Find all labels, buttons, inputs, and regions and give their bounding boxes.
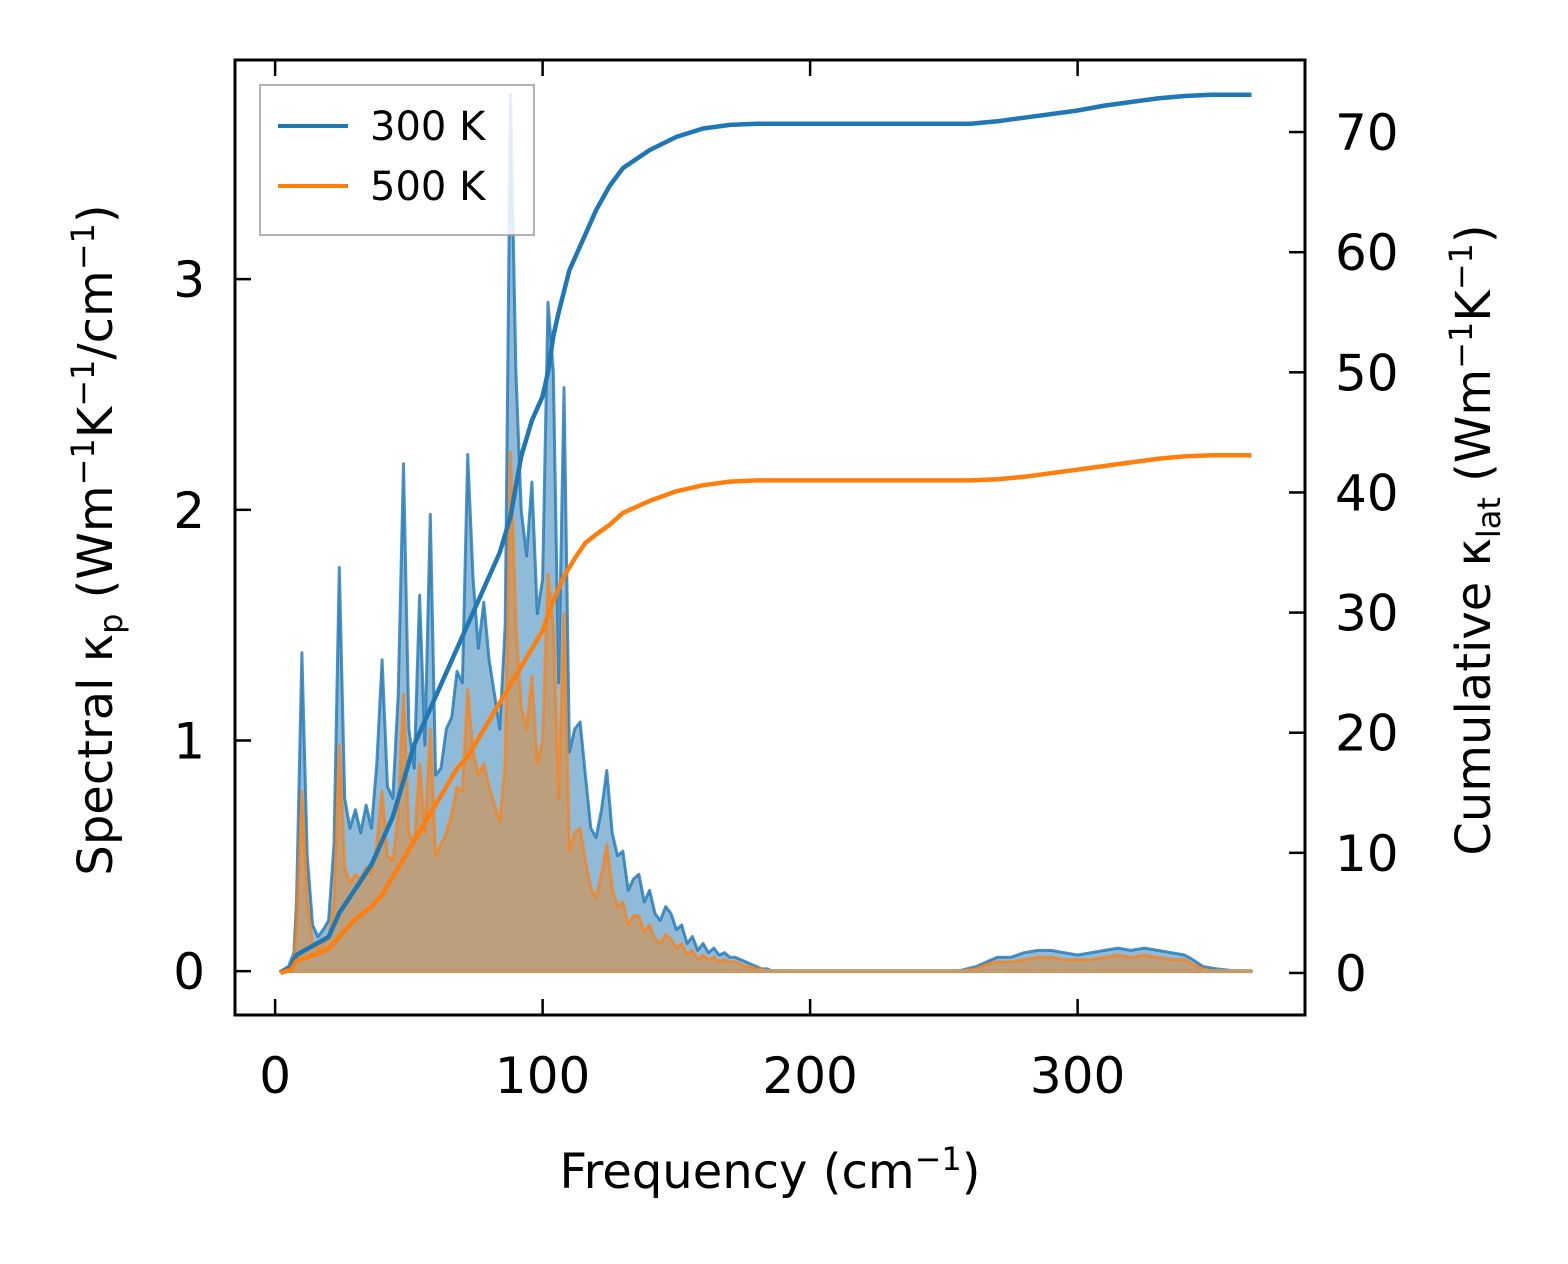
left-y-label-end: ) (68, 204, 124, 223)
x-tick-label: 100 (495, 1047, 590, 1105)
legend: 300 K 500 K (259, 84, 535, 236)
right-y-tick-label: 50 (1335, 344, 1399, 402)
right-y-axis-label: Cumulative κlat (Wm−1K−1) (1442, 224, 1508, 855)
right-y-tick-label: 20 (1335, 705, 1399, 763)
x-tick-label: 0 (259, 1047, 291, 1105)
legend-box (259, 84, 535, 236)
x-axis-label: Frequency (cm−1) (559, 1140, 980, 1200)
right-y-label-sup1: −1 (1442, 322, 1480, 369)
left-y-label-sup2: −1 (64, 360, 102, 407)
right-y-tick-label: 70 (1335, 104, 1399, 162)
left-y-label-sup1: −1 (64, 438, 102, 485)
right-y-label-mid2: K (1446, 289, 1502, 322)
legend-label-300k: 300 K (370, 104, 487, 150)
spectral-fill-layer (279, 93, 1253, 974)
left-y-tick-label: 0 (173, 943, 205, 1001)
right-y-tick-label: 0 (1335, 945, 1367, 1003)
cumulative-line-300k (279, 92, 1252, 975)
left-y-tick-label: 3 (173, 251, 205, 309)
x-axis-label-text: Frequency (cm (559, 1144, 914, 1200)
left-y-tick-label: 1 (173, 712, 205, 770)
left-y-tick-label: 2 (173, 482, 205, 540)
right-y-label-sub: lat (1470, 497, 1508, 538)
right-y-label-end: ) (1446, 224, 1502, 243)
legend-label-500k: 500 K (370, 164, 487, 210)
cumulative-line-500k (279, 452, 1252, 976)
left-y-label-mid2: K (68, 405, 124, 438)
right-y-tick-label: 40 (1335, 464, 1399, 522)
right-y-tick-label: 60 (1335, 224, 1399, 282)
left-y-label-sub: p (92, 614, 130, 634)
x-tick-label: 300 (1030, 1047, 1125, 1105)
x-axis-label-sup: −1 (915, 1140, 962, 1178)
left-y-label-pre: Spectral κ (68, 634, 124, 876)
right-y-label-sup2: −1 (1442, 243, 1480, 290)
right-y-tick-label: 10 (1335, 825, 1399, 883)
left-y-label-mid1: (Wm (68, 485, 124, 613)
right-y-tick-label: 30 (1335, 585, 1399, 643)
x-tick-label: 200 (762, 1047, 857, 1105)
left-y-label-mid3: /cm (68, 270, 124, 359)
left-y-axis-label: Spectral κp (Wm−1K−1/cm−1) (64, 204, 130, 875)
x-axis-label-end: ) (962, 1144, 981, 1200)
left-y-label-sup3: −1 (64, 223, 102, 270)
series-line-layer (279, 92, 1252, 976)
spectral-area-500k (279, 450, 1253, 973)
plot-frame (233, 58, 1307, 1017)
right-y-label-pre: Cumulative κ (1446, 538, 1502, 856)
right-y-label-mid1: (Wm (1446, 369, 1502, 497)
